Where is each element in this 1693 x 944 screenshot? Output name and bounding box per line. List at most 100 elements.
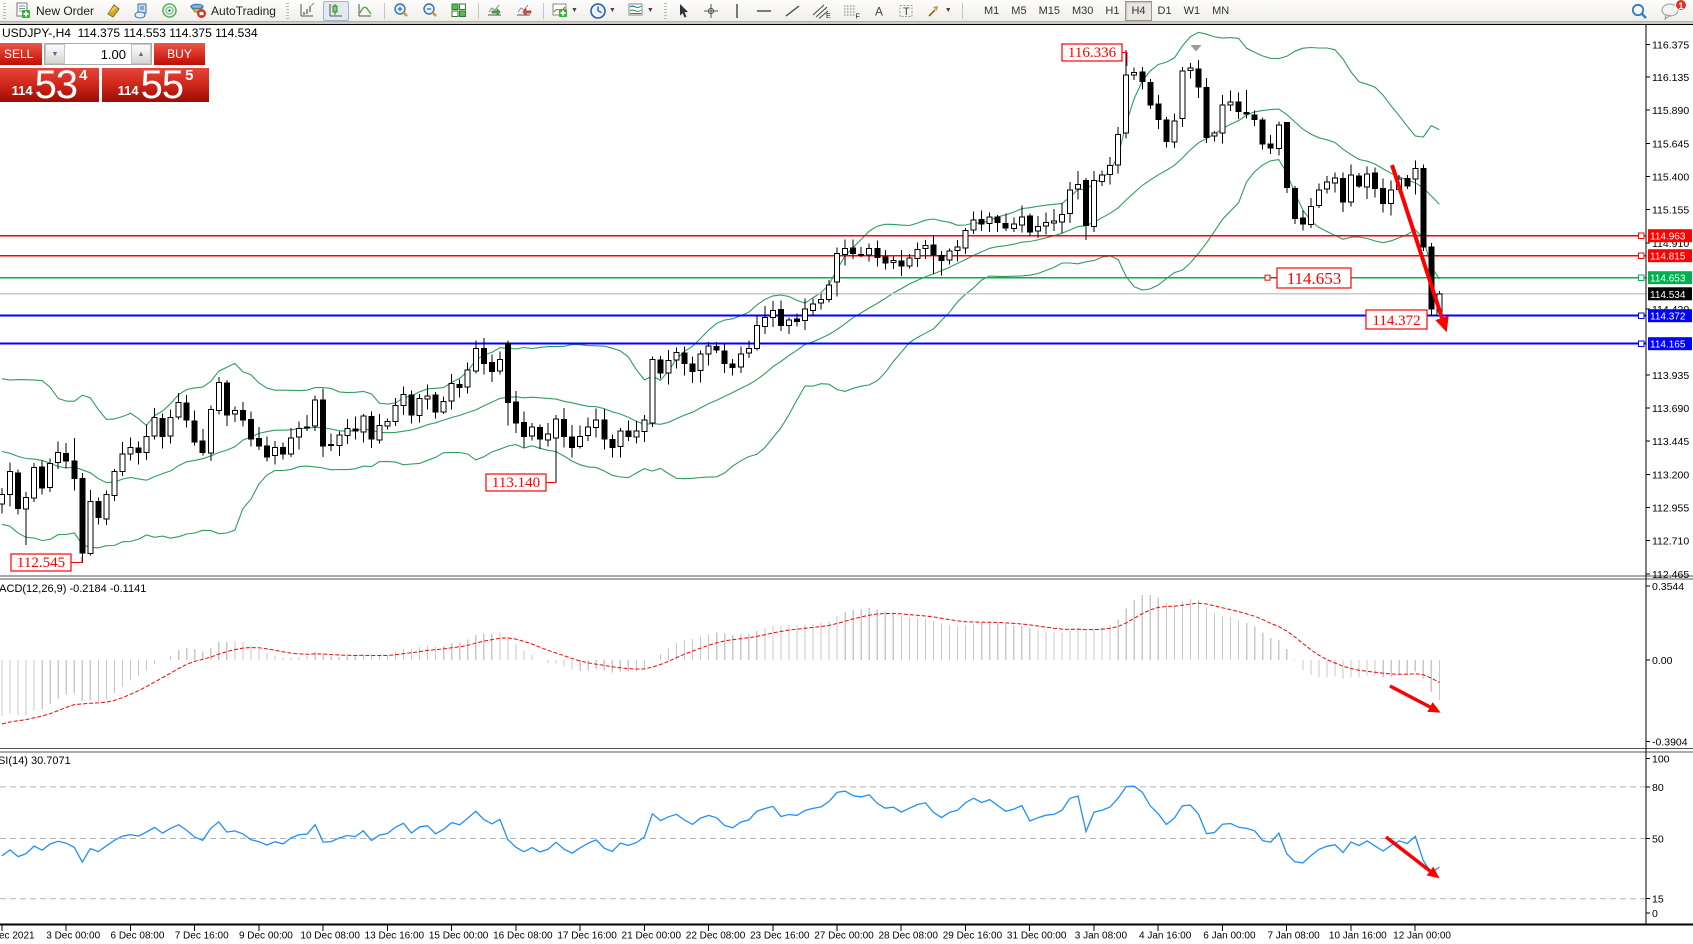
toolbar-drag-handle[interactable] [285, 2, 291, 19]
annotation-box[interactable] [485, 473, 547, 492]
candle-bull [785, 319, 792, 326]
cursor-icon[interactable] [672, 1, 696, 21]
sell-button[interactable]: SELL [0, 43, 42, 65]
fibonacci-icon[interactable]: F [838, 1, 865, 21]
volume-up-button[interactable]: ▲ [131, 44, 151, 64]
zoom-in-icon[interactable] [388, 1, 414, 21]
timeframe-h1[interactable]: H1 [1105, 5, 1120, 17]
templates-dropdown-arrow[interactable]: ▼ [646, 7, 654, 14]
periods-button[interactable]: ▼ [585, 1, 620, 21]
text-icon[interactable]: A [868, 1, 891, 21]
level-line-anchor-square[interactable] [1637, 312, 1645, 320]
volume-input[interactable]: 1.00 [100, 46, 126, 62]
tile-windows-icon[interactable] [446, 1, 472, 21]
community-icon[interactable]: 1 [1656, 0, 1687, 21]
indicators-button[interactable]: ▼ [547, 1, 582, 21]
level-line-anchor-square[interactable] [1637, 232, 1645, 240]
candle-bull [1307, 205, 1314, 225]
autotrading-button[interactable]: AutoTrading [185, 1, 280, 21]
periods-dropdown-arrow[interactable]: ▼ [608, 7, 616, 14]
timeframe-h4[interactable]: H4 [1125, 1, 1152, 21]
timeframe-mn[interactable]: MN [1212, 5, 1230, 17]
candle-bear [63, 453, 70, 462]
time-label: 6 Dec 08:00 [110, 931, 164, 942]
print-button[interactable] [129, 1, 154, 21]
candle-bear [1340, 177, 1346, 203]
indicators-dropdown-arrow[interactable]: ▼ [570, 7, 578, 14]
timeframe-m30[interactable]: M30 [1071, 5, 1094, 17]
candle-bear [352, 428, 359, 432]
annotation-box[interactable] [1365, 309, 1428, 330]
toolbar-drag-handle[interactable] [3, 2, 8, 19]
buy-price-tile[interactable]: 114 55 5 [102, 65, 209, 105]
arrows-dropdown-arrow[interactable]: ▼ [944, 7, 952, 14]
candle-bear [569, 436, 576, 448]
macd-tick-label: 0.3544 [1652, 581, 1684, 593]
level-line-anchor-square[interactable] [1637, 252, 1645, 260]
annotation-box[interactable] [1061, 43, 1123, 62]
candle-bull [697, 353, 704, 371]
chart-shift-marker[interactable] [1190, 45, 1202, 52]
trade-buttons-row: SELL ▼ 1.00 ▲ BUY [0, 43, 209, 65]
mql5-button[interactable] [101, 1, 126, 21]
equidistant-channel-icon[interactable]: E [808, 1, 835, 21]
chart-shift-icon[interactable] [511, 1, 537, 21]
candle-bear [601, 419, 608, 440]
candle-bull [665, 360, 672, 374]
timeframe-m15[interactable]: M15 [1038, 5, 1060, 17]
price-badge-114.534 [1648, 287, 1692, 301]
timeframe-m5[interactable]: M5 [1011, 5, 1027, 17]
trend-arrow-head [1427, 702, 1441, 713]
candlestick-icon[interactable] [322, 0, 349, 21]
signals-button[interactable] [157, 1, 182, 21]
annotation-text: 113.140 [492, 475, 540, 491]
pane-separator[interactable] [0, 747, 1693, 754]
candle-bull [384, 421, 391, 427]
arrows-icon[interactable]: ▼ [922, 1, 956, 21]
trend-arrow-line[interactable] [1389, 684, 1431, 709]
candle-bear [1026, 215, 1033, 233]
trend-arrow-line[interactable] [1384, 835, 1432, 873]
sell-price-tile[interactable]: 114 53 4 [0, 65, 99, 105]
vertical-line-icon[interactable] [726, 1, 748, 21]
annotation-box[interactable] [1276, 267, 1352, 289]
templates-button[interactable]: ▼ [623, 1, 658, 21]
annotation-anchor-square[interactable] [1264, 274, 1271, 281]
candle-bear [657, 359, 664, 374]
pane-separator[interactable] [0, 575, 1693, 580]
one-click-trading-panel: SELL ▼ 1.00 ▲ BUY 114 53 4 114 55 5 [0, 43, 209, 105]
timeframe-w1[interactable]: W1 [1183, 5, 1201, 17]
price-tick-label: 115.400 [1652, 172, 1689, 184]
buy-button[interactable]: BUY [154, 43, 205, 65]
bar-chart-icon[interactable] [294, 1, 320, 21]
candle-bull [328, 444, 335, 447]
candle-bull [376, 425, 383, 441]
price-badge-114.653 [1648, 271, 1692, 285]
search-icon[interactable] [1626, 1, 1653, 21]
timeframe-d1[interactable]: D1 [1157, 5, 1172, 17]
zoom-out-icon[interactable] [417, 1, 443, 21]
candle-bull [1099, 174, 1106, 183]
line-chart-icon[interactable] [352, 1, 378, 21]
candle-bear [1404, 178, 1411, 187]
level-line-anchor-square[interactable] [1637, 340, 1645, 348]
annotation-box[interactable] [10, 553, 72, 572]
horizontal-line-icon[interactable] [751, 1, 777, 21]
text-label-icon[interactable]: T [894, 1, 919, 21]
candle-bear [183, 402, 190, 421]
svg-text:T: T [903, 6, 910, 18]
candle-bull [1388, 189, 1395, 205]
volume-down-button[interactable]: ▼ [45, 44, 65, 64]
crosshair-icon[interactable] [699, 1, 723, 21]
auto-scroll-icon[interactable] [482, 1, 508, 21]
toolbar-drag-handle[interactable] [663, 2, 669, 19]
price-tick-label: 115.890 [1652, 105, 1689, 117]
level-line-anchor-square[interactable] [1637, 274, 1645, 282]
timeframe-m1[interactable]: M1 [984, 5, 1000, 17]
trend-arrow-line[interactable] [1390, 164, 1444, 319]
candle-bull [111, 471, 118, 496]
new-order-button[interactable]: New Order [11, 1, 98, 21]
price-tick-label: 113.445 [1652, 436, 1689, 448]
trendline-icon[interactable] [780, 1, 805, 21]
